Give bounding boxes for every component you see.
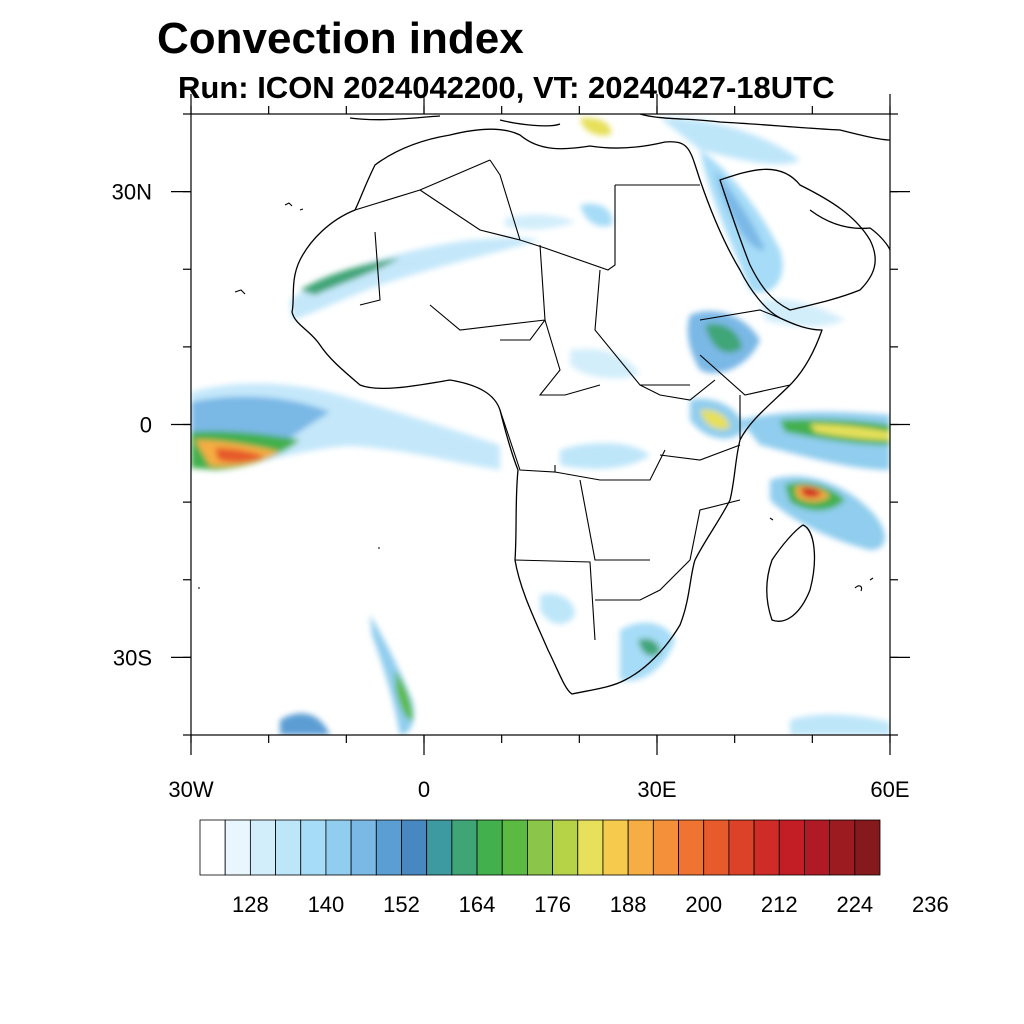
lon-tick-label: 30E bbox=[637, 777, 676, 802]
coastlines bbox=[291, 114, 890, 695]
colorbar-swatch bbox=[199, 819, 226, 876]
colorbar-swatch bbox=[224, 819, 251, 876]
lon-tick-label: 60E bbox=[870, 777, 909, 802]
colorbar-label: 212 bbox=[761, 892, 798, 917]
colorbar-swatch bbox=[350, 819, 377, 876]
axis-ticks bbox=[171, 94, 910, 755]
colorbar-swatch bbox=[778, 819, 805, 876]
colorbar-swatch bbox=[753, 819, 780, 876]
colorbar-swatch bbox=[501, 819, 528, 876]
map-subtitle: Run: ICON 2024042200, VT: 20240427-18UTC bbox=[178, 70, 835, 105]
colorbar-swatch bbox=[426, 819, 453, 876]
colorbar-swatch bbox=[300, 819, 327, 876]
colorbar-swatch bbox=[728, 819, 755, 876]
colorbar-swatch bbox=[829, 819, 856, 876]
colorbar bbox=[199, 819, 881, 876]
colorbar-swatch bbox=[275, 819, 302, 876]
colorbar-swatch bbox=[627, 819, 654, 876]
colorbar-swatch bbox=[401, 819, 428, 876]
colorbar-swatch bbox=[325, 819, 352, 876]
lon-tick-label: 0 bbox=[418, 777, 430, 802]
colorbar-swatch bbox=[552, 819, 579, 876]
colorbar-labels: 128 140 152 164 176 188 200 212 224 236 bbox=[232, 892, 949, 917]
colorbar-swatch bbox=[476, 819, 503, 876]
colorbar-swatch bbox=[652, 819, 679, 876]
colorbar-label: 164 bbox=[459, 892, 496, 917]
convection-field bbox=[191, 117, 890, 735]
colorbar-label: 200 bbox=[685, 892, 722, 917]
lat-tick-label: 30N bbox=[112, 180, 152, 205]
country-borders bbox=[354, 159, 791, 641]
colorbar-label: 176 bbox=[534, 892, 571, 917]
colorbar-label: 128 bbox=[232, 892, 269, 917]
colorbar-label: 188 bbox=[610, 892, 647, 917]
colorbar-label: 140 bbox=[308, 892, 345, 917]
colorbar-swatch bbox=[527, 819, 553, 876]
lat-tick-label: 0 bbox=[140, 413, 152, 438]
colorbar-swatch bbox=[249, 819, 276, 876]
colorbar-label: 152 bbox=[383, 892, 420, 917]
lon-tick-label: 30W bbox=[168, 777, 213, 802]
lat-tick-label: 30S bbox=[113, 645, 152, 670]
colorbar-label: 224 bbox=[836, 892, 873, 917]
colorbar-label: 236 bbox=[912, 892, 949, 917]
colorbar-swatch bbox=[451, 819, 478, 876]
islands bbox=[198, 202, 874, 592]
map-title: Convection index bbox=[157, 14, 524, 63]
colorbar-swatch bbox=[602, 819, 629, 876]
map-area bbox=[191, 114, 890, 735]
colorbar-swatch bbox=[375, 819, 402, 876]
colorbar-swatch bbox=[703, 819, 730, 876]
colorbar-swatch bbox=[804, 819, 831, 876]
colorbar-swatch bbox=[854, 819, 881, 876]
colorbar-swatch bbox=[577, 819, 604, 876]
colorbar-swatch bbox=[678, 819, 705, 876]
axis-tick-labels: 30W 0 30E 60E 30N 0 30S bbox=[112, 180, 910, 802]
